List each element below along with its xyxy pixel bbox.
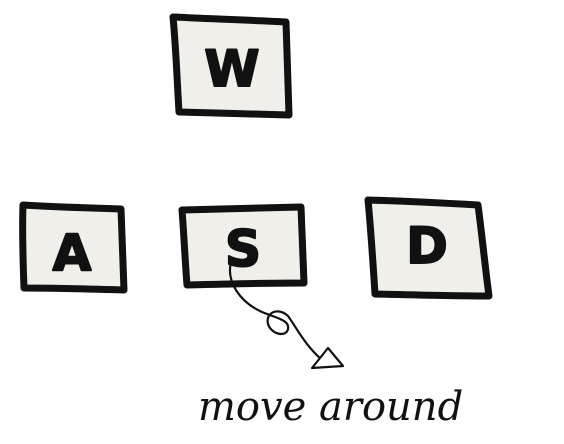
annotation-arrow (228, 260, 345, 370)
key-w[interactable]: W (169, 13, 293, 119)
key-d[interactable]: D (364, 196, 493, 300)
arrow-head-icon (310, 346, 345, 370)
key-a[interactable]: A (19, 201, 128, 294)
key-a-label: A (53, 224, 92, 282)
key-s[interactable]: S (178, 203, 308, 289)
key-d-label: D (406, 217, 448, 275)
annotation-caption: move around (198, 384, 463, 430)
key-w-label: W (204, 40, 259, 98)
